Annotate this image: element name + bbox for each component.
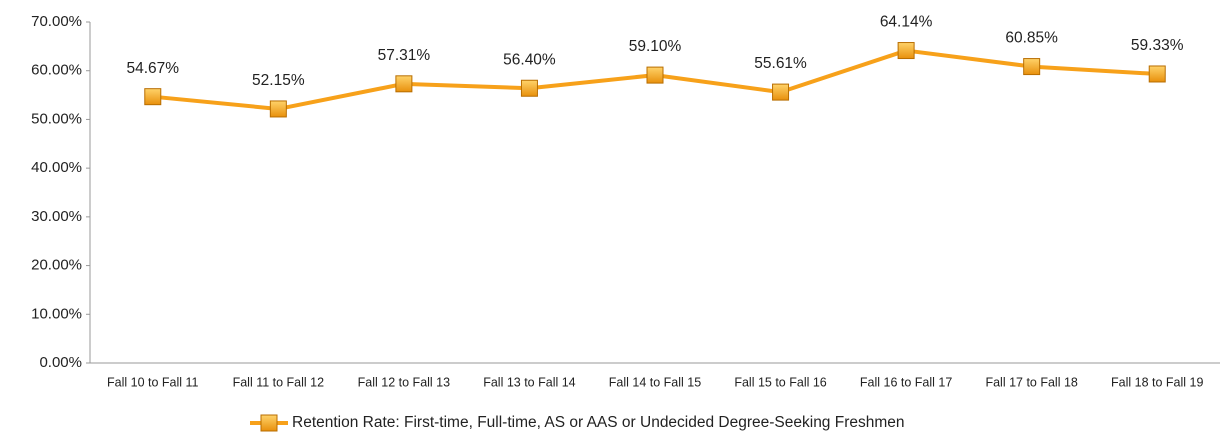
x-tick-label: Fall 10 to Fall 11 [107, 375, 199, 389]
x-tick-label: Fall 12 to Fall 13 [358, 375, 450, 389]
x-tick-label: Fall 17 to Fall 18 [985, 375, 1077, 389]
y-tick-label: 20.00% [31, 257, 82, 274]
data-label: 59.10% [629, 38, 682, 55]
y-tick-label: 70.00% [31, 13, 82, 30]
marker [897, 42, 915, 60]
x-tick-label: Fall 11 to Fall 12 [233, 375, 325, 389]
y-tick-label: 60.00% [31, 62, 82, 79]
data-label: 56.40% [503, 51, 556, 68]
marker [144, 88, 162, 106]
legend-label: Retention Rate: First-time, Full-time, A… [292, 414, 905, 431]
y-tick-label: 40.00% [31, 159, 82, 176]
marker [646, 66, 664, 84]
marker [520, 79, 538, 97]
x-tick-label: Fall 15 to Fall 16 [734, 375, 826, 389]
data-label: 59.33% [1131, 37, 1184, 54]
y-tick-label: 0.00% [39, 354, 82, 371]
y-tick-label: 30.00% [31, 208, 82, 225]
marker [395, 75, 413, 93]
data-label: 64.14% [880, 14, 933, 31]
y-tick-label: 10.00% [31, 305, 82, 322]
marker [1023, 58, 1041, 76]
x-tick-label: Fall 16 to Fall 17 [860, 375, 952, 389]
x-tick-label: Fall 18 to Fall 19 [1111, 375, 1203, 389]
x-tick-label: Fall 13 to Fall 14 [483, 375, 575, 389]
data-label: 60.85% [1005, 30, 1058, 47]
data-label: 55.61% [754, 55, 807, 72]
legend-marker [260, 414, 278, 432]
y-tick-label: 50.00% [31, 110, 82, 127]
marker [269, 100, 287, 118]
x-tick-label: Fall 14 to Fall 15 [609, 375, 701, 389]
marker [772, 83, 790, 101]
marker [1148, 65, 1166, 83]
data-label: 52.15% [252, 72, 305, 89]
data-label: 54.67% [126, 60, 179, 77]
data-label: 57.31% [378, 47, 431, 64]
